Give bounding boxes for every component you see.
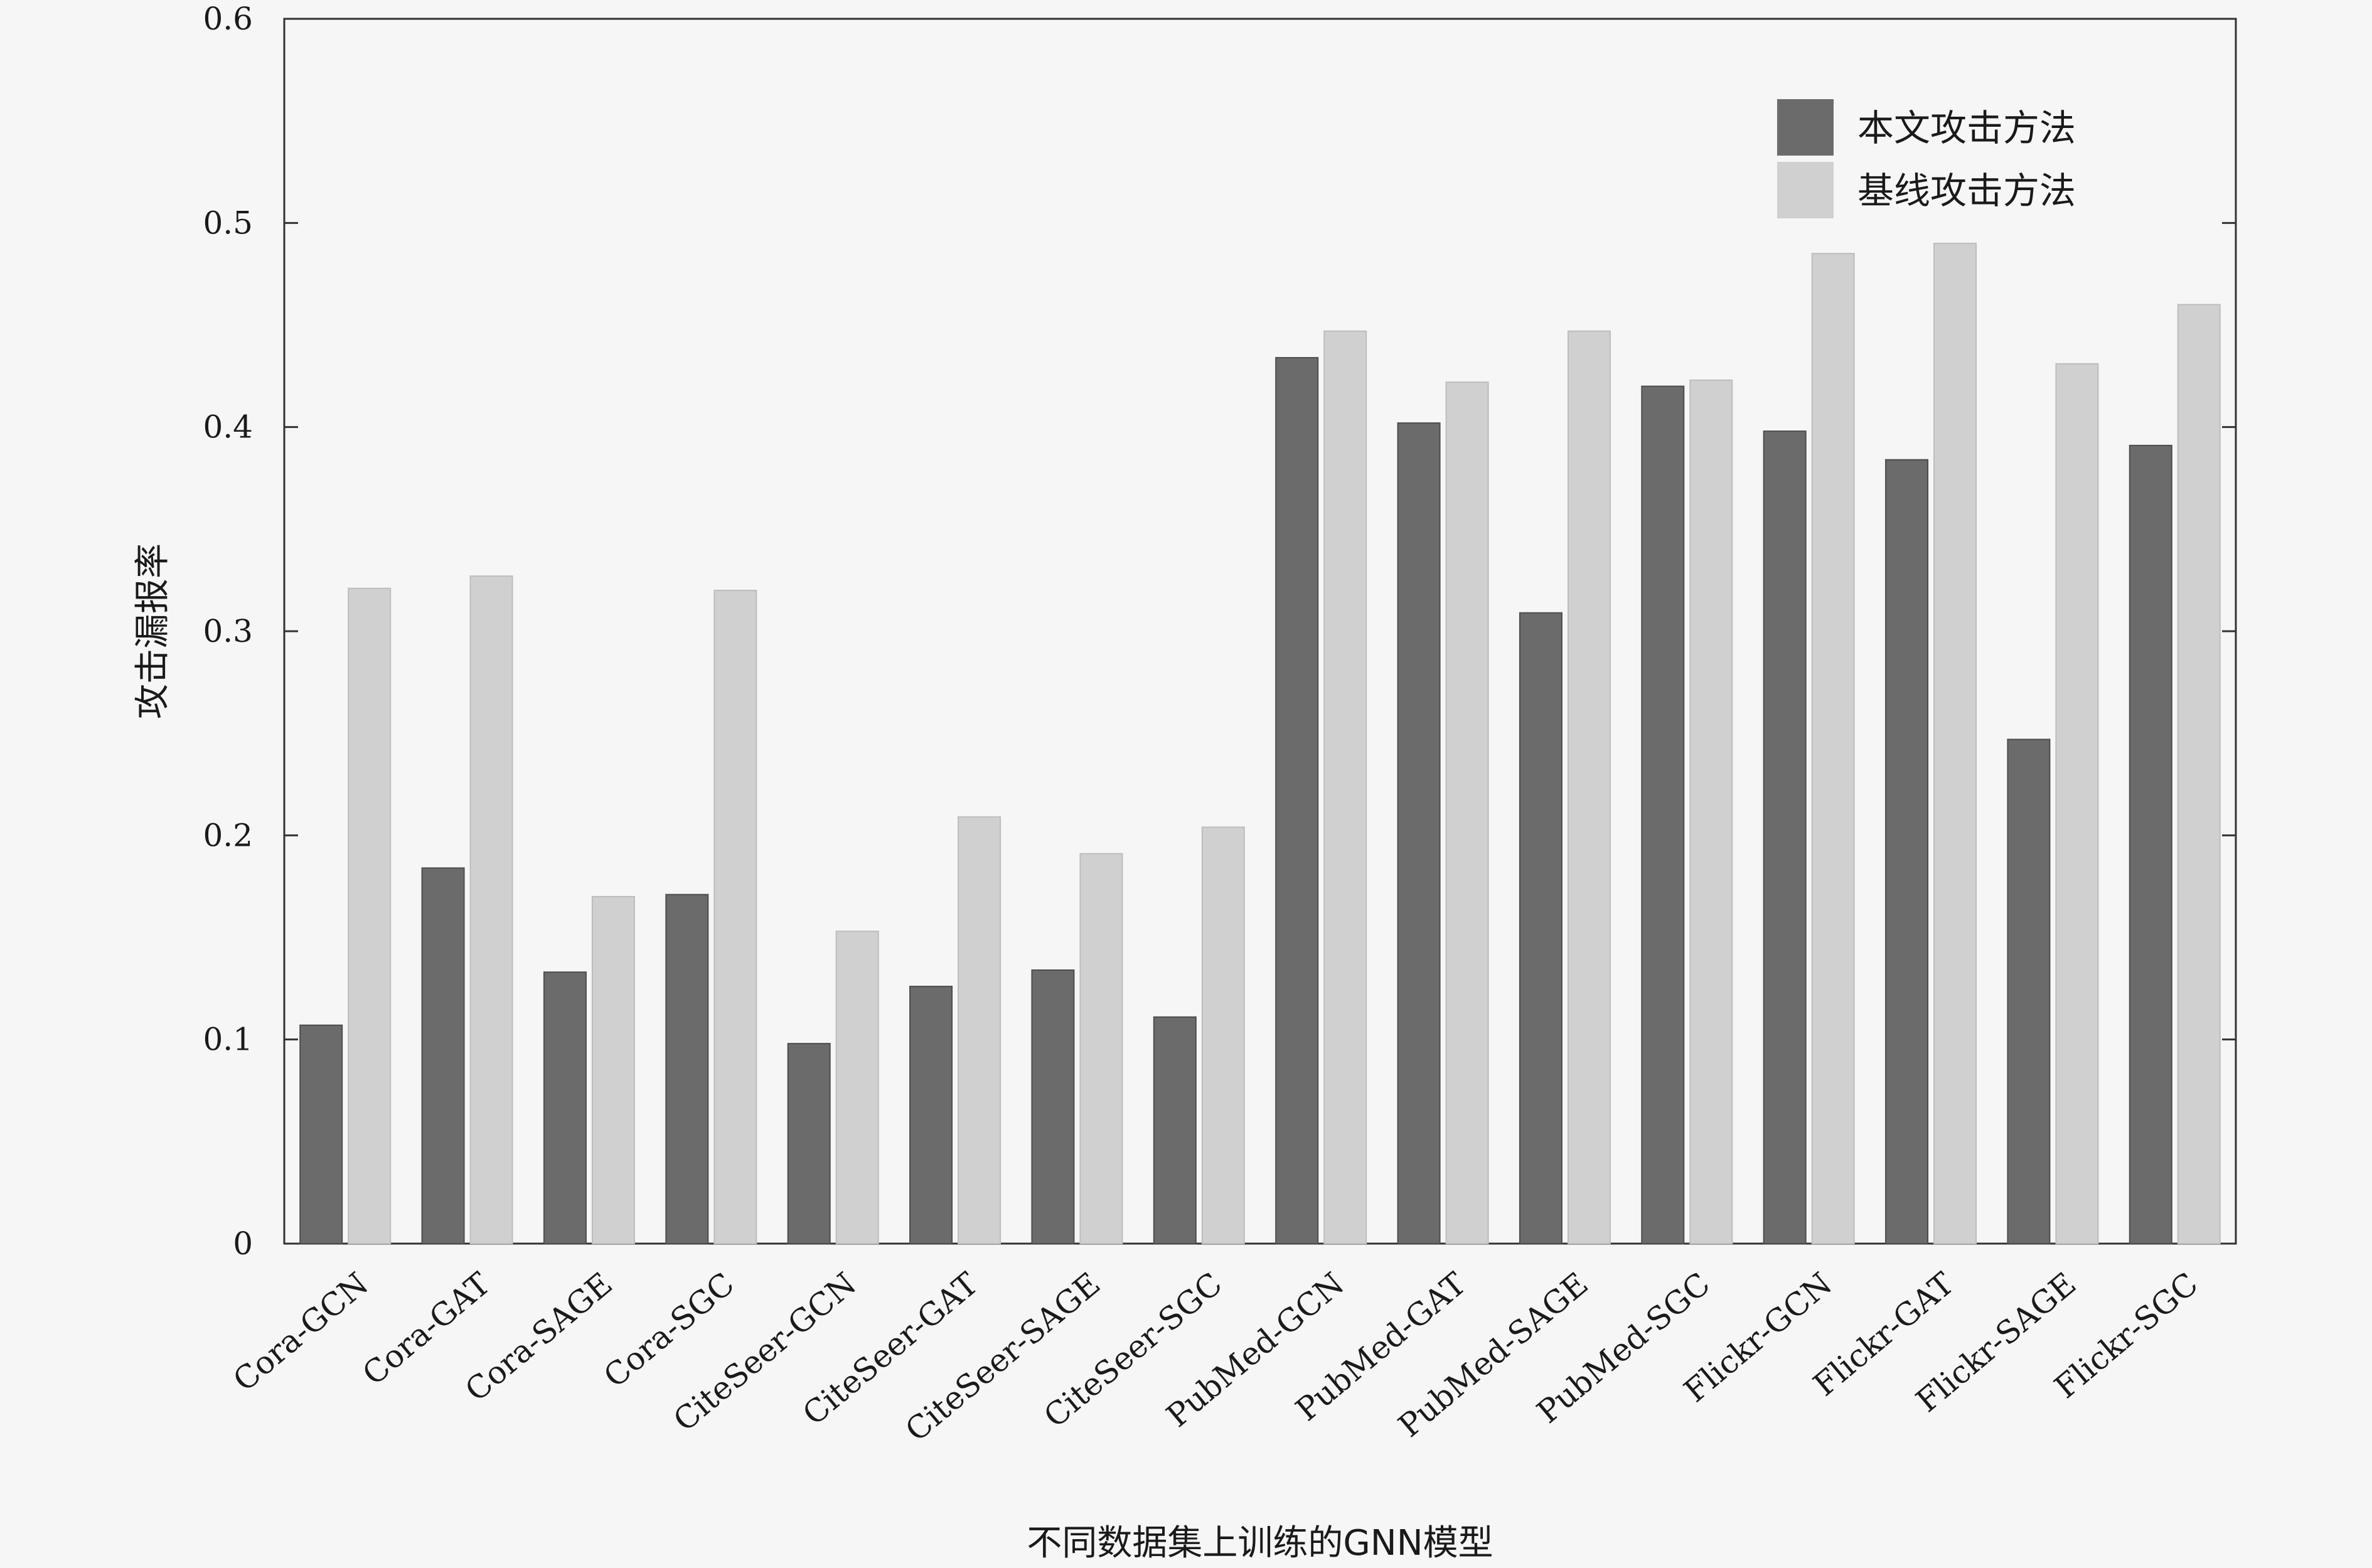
- legend-swatch-2: [1777, 162, 1834, 218]
- y-tick-label: 0.5: [203, 205, 253, 241]
- bar-pubmed-gat-series-1: [1397, 422, 1441, 1244]
- bar-pubmed-sgc-series-1: [1641, 385, 1685, 1244]
- y-tick-label: 0.2: [203, 817, 253, 853]
- bar-pubmed-gat-series-2: [1445, 381, 1489, 1244]
- bar-pubmed-sage-series-1: [1519, 612, 1563, 1244]
- x-tick-label: Cora-GCN: [227, 1266, 375, 1399]
- y-tick-label: 0.4: [203, 409, 253, 445]
- bar-flickr-gat-series-1: [1885, 459, 1929, 1244]
- bar-citeseer-gcn-series-1: [787, 1043, 831, 1244]
- bar-cora-sage-series-1: [543, 971, 587, 1244]
- bar-citeseer-sage-series-2: [1079, 853, 1123, 1244]
- bar-cora-gat-series-1: [421, 867, 465, 1245]
- y-tick-label: 0.1: [203, 1021, 253, 1058]
- y-tick-label: 0.6: [203, 1, 253, 37]
- bar-cora-sgc-series-2: [713, 589, 757, 1244]
- y-tick-label: 0.3: [203, 613, 253, 649]
- y-tick-label: 0: [233, 1225, 253, 1262]
- bar-citeseer-sage-series-1: [1031, 969, 1075, 1244]
- bar-pubmed-gcn-series-1: [1275, 357, 1319, 1244]
- bar-flickr-gcn-series-2: [1811, 253, 1855, 1245]
- bar-flickr-gat-series-2: [1933, 242, 1977, 1244]
- bar-flickr-sage-series-2: [2055, 363, 2099, 1244]
- bar-cora-sgc-series-1: [665, 893, 709, 1245]
- bar-cora-gcn-series-2: [348, 587, 392, 1244]
- bar-flickr-sgc-series-2: [2177, 304, 2221, 1244]
- y-axis-title: 攻击漏报率: [132, 543, 173, 719]
- bars: [299, 242, 2221, 1245]
- bar-citeseer-gcn-series-2: [835, 931, 879, 1244]
- bar-flickr-sage-series-1: [2007, 739, 2051, 1244]
- bar-citeseer-sgc-series-2: [1201, 826, 1245, 1244]
- bar-pubmed-sgc-series-2: [1689, 379, 1733, 1245]
- bar-flickr-gcn-series-1: [1763, 430, 1807, 1244]
- bar-cora-sage-series-2: [591, 895, 635, 1244]
- x-axis: Cora-GCNCora-GATCora-SAGECora-SGCCiteSee…: [227, 1266, 2205, 1449]
- bar-citeseer-gat-series-2: [958, 816, 1002, 1244]
- bar-pubmed-sage-series-2: [1567, 330, 1611, 1244]
- legend-label-1: 本文攻击方法: [1857, 107, 2076, 149]
- bar-flickr-sgc-series-1: [2129, 444, 2172, 1244]
- bar-cora-gat-series-2: [469, 575, 513, 1244]
- legend-label-2: 基线攻击方法: [1857, 169, 2076, 212]
- bar-citeseer-sgc-series-1: [1153, 1016, 1197, 1244]
- x-axis-title: 不同数据集上训练的GNN模型: [1027, 1523, 1493, 1564]
- bar-pubmed-gcn-series-2: [1323, 330, 1367, 1244]
- bar-cora-gcn-series-1: [299, 1024, 343, 1244]
- bar-citeseer-gat-series-1: [909, 986, 953, 1244]
- y-axis: 0 0.1 0.2 0.3 0.4 0.5 0.6: [203, 1, 2236, 1262]
- legend-swatch-1: [1777, 99, 1834, 156]
